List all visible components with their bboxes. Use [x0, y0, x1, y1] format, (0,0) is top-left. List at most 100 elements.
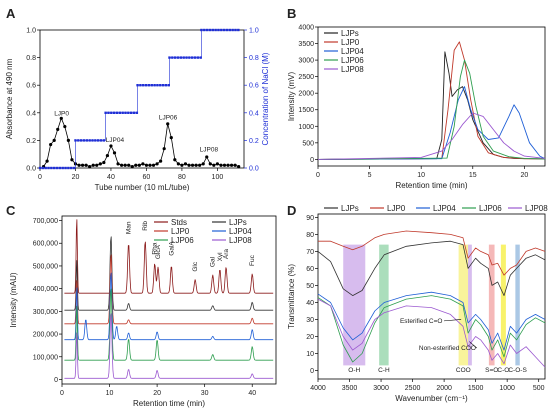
x-tick-label: 0	[316, 172, 320, 179]
nacl-point	[110, 111, 113, 114]
band-o-h	[343, 244, 366, 366]
nacl-point	[164, 84, 168, 87]
data-point	[45, 159, 49, 163]
nacl-point	[52, 166, 56, 170]
nacl-point	[205, 28, 209, 32]
x-tick-label: 1500	[468, 385, 484, 392]
nacl-point	[203, 28, 206, 32]
legend-label: LJP04	[229, 227, 252, 236]
band-c-o	[500, 244, 506, 366]
data-point	[127, 163, 131, 167]
band-label: S=O	[485, 367, 498, 374]
legend-label: LJP08	[341, 65, 364, 74]
legend-label: LJP06	[171, 236, 194, 245]
nacl-point	[159, 84, 162, 87]
nacl-point	[85, 139, 89, 142]
data-point	[162, 147, 166, 151]
y-tick-label: 2500	[298, 74, 314, 81]
series-line-ljps	[317, 240, 546, 296]
nacl-point	[228, 28, 232, 32]
data-point	[176, 162, 180, 166]
data-point	[219, 163, 223, 167]
x-tick-label: 2500	[405, 385, 421, 392]
data-point	[109, 144, 113, 148]
nacl-point	[55, 166, 59, 170]
annotation-non-esterified: Non-esterified COO	[419, 345, 476, 352]
nacl-point	[50, 166, 53, 170]
data-point	[116, 162, 120, 166]
nacl-point	[112, 111, 116, 114]
plot-frame	[317, 26, 546, 167]
data-point	[137, 163, 141, 167]
data-point	[215, 162, 219, 166]
data-point	[159, 159, 163, 163]
nacl-point	[70, 166, 73, 170]
y-tick-label: 4000	[298, 25, 314, 32]
nacl-point	[182, 56, 185, 59]
y-tick-label: 500,000	[33, 263, 58, 270]
nacl-point	[173, 56, 177, 59]
data-point	[98, 162, 102, 166]
data-point	[226, 163, 230, 167]
nacl-point	[136, 84, 139, 87]
x-tick-label: 40	[248, 390, 256, 397]
y-tick-label: 40	[306, 300, 314, 307]
data-point	[169, 136, 173, 140]
panel-label: C	[6, 203, 16, 218]
data-point	[88, 165, 92, 169]
series-line-stds	[64, 219, 274, 294]
x-tick-label: 3500	[342, 385, 358, 392]
nacl-point	[107, 111, 110, 114]
y-tick-label: 3000	[298, 58, 314, 65]
x-tick-label: 10	[417, 172, 425, 179]
data-point	[222, 163, 227, 167]
legend-label: LJP0	[387, 204, 406, 213]
panel-a: A 0 20 40 60 80 100 0.0 0.2 0.4 0.6 0.8 1.0 Tube numb…	[5, 6, 270, 192]
nacl-point	[96, 139, 100, 142]
nacl-point	[135, 111, 139, 114]
series-line-ljp0	[317, 41, 546, 160]
y-tick-label: 0.2	[26, 138, 36, 145]
y-tick-label: 300,000	[33, 309, 58, 316]
legend-label: LJPs	[341, 204, 359, 213]
y-tick-label: 80	[306, 232, 314, 239]
band-label: C-H	[378, 367, 390, 374]
y-tick-label: 10	[306, 351, 314, 358]
nacl-point	[104, 111, 107, 114]
y-tick-label: 0	[310, 368, 314, 375]
data-point	[66, 138, 70, 142]
panel-label: A	[6, 6, 16, 21]
nacl-point	[102, 139, 106, 142]
peak-annotation: LJP04	[106, 137, 125, 144]
x-tick-label: 100	[212, 174, 224, 181]
nacl-point	[199, 56, 202, 59]
sugar-annotation: Man	[126, 221, 133, 234]
series-line-ljp06	[317, 59, 546, 160]
x-axis-label: Retention time (min)	[133, 399, 205, 408]
nacl-point	[115, 111, 119, 114]
data-point	[77, 163, 81, 167]
nacl-point	[127, 111, 130, 114]
y-axis-label: Intensity (mV)	[287, 71, 296, 121]
y-tick-label: 0	[310, 157, 314, 164]
series-line-ljp06	[317, 295, 546, 363]
data-point	[155, 162, 159, 166]
nacl-point	[220, 28, 223, 32]
x-tick-label: 0	[38, 174, 42, 181]
panel-b: B 0 5 10 15 20 0 500 1000 1500 2000 2500 3000 3500 400…	[287, 6, 546, 190]
y-axis-label: Transmittance (%)	[287, 264, 296, 329]
x-tick-label: 4000	[310, 385, 326, 392]
y-right-tick-label: 0.8	[249, 55, 259, 62]
nacl-point	[188, 56, 191, 59]
band-c-o-s	[515, 244, 520, 366]
nacl-point	[91, 139, 94, 142]
nacl-point	[217, 28, 220, 32]
series-line-ljp06	[64, 288, 274, 361]
data-point	[123, 163, 127, 167]
nacl-point	[132, 111, 136, 114]
nacl-point	[38, 166, 42, 170]
y-tick-label: 1000	[298, 124, 314, 131]
y-tick-label: 70	[306, 249, 314, 256]
y-tick-label: 50	[306, 283, 314, 290]
